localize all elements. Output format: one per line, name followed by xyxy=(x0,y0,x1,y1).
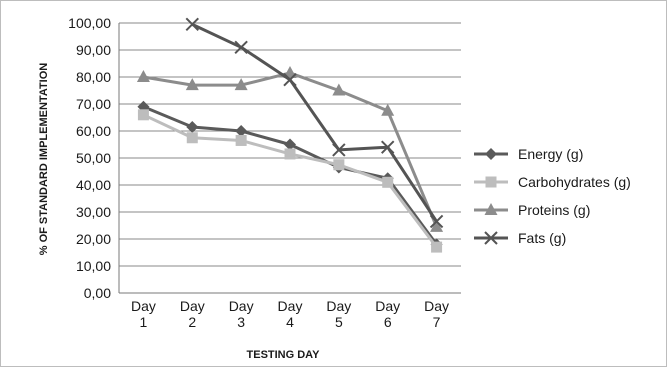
data-point xyxy=(284,148,296,160)
y-tick-label: 10,00 xyxy=(76,258,111,274)
data-point xyxy=(382,176,394,188)
x-tick-label: Day 7 xyxy=(424,298,449,330)
legend-marker xyxy=(485,176,497,188)
y-tick-label: 50,00 xyxy=(76,150,111,166)
data-point xyxy=(235,134,247,146)
axes xyxy=(118,23,461,294)
data-point xyxy=(235,125,248,137)
data-point xyxy=(186,120,199,133)
series-line xyxy=(191,22,438,223)
legend-label: Carbohydrates (g) xyxy=(518,174,631,190)
x-tick-label: Day 1 xyxy=(131,298,156,330)
data-point xyxy=(284,138,296,151)
y-tick-label: 60,00 xyxy=(76,123,111,139)
y-tick-label: 90,00 xyxy=(76,42,111,58)
y-tick-label: 70,00 xyxy=(76,96,111,112)
series-fats-g xyxy=(185,17,444,229)
data-point xyxy=(283,65,297,78)
data-point xyxy=(137,109,149,121)
y-axis-title: % OF STANDARD IMPLEMENTATION xyxy=(38,63,50,256)
legend-marker xyxy=(485,148,497,160)
data-point xyxy=(136,70,150,82)
legend-label: Proteins (g) xyxy=(518,202,590,218)
data-series xyxy=(136,17,444,253)
legend-entry: Carbohydrates (g) xyxy=(474,174,631,190)
data-point xyxy=(185,17,199,32)
legend-label: Fats (g) xyxy=(518,230,566,246)
y-tick-label: 30,00 xyxy=(76,204,111,220)
y-axis-tick-labels: 0,00 10,00 20,00 30,00 40,00 50,00 60,00 70,00 8… xyxy=(68,15,111,301)
y-tick-label: 0,00 xyxy=(84,285,111,301)
y-tick-label: 100,00 xyxy=(68,15,111,31)
data-point xyxy=(333,159,345,171)
data-point xyxy=(185,78,199,91)
y-tick-label: 20,00 xyxy=(76,231,111,247)
data-point xyxy=(430,219,444,232)
x-axis-tick-labels: Day 1 Day 2 Day 3 Day 4 Day 5 Day 6 Day 7 xyxy=(131,298,449,330)
y-tick-label: 40,00 xyxy=(76,177,111,193)
data-point xyxy=(234,78,248,91)
data-point xyxy=(429,214,444,229)
legend-label: Energy (g) xyxy=(518,146,583,162)
x-tick-label: Day 3 xyxy=(229,298,254,330)
data-point xyxy=(234,40,248,55)
legend-entry: Proteins (g) xyxy=(474,202,590,218)
data-point xyxy=(431,241,443,253)
y-tick-label: 80,00 xyxy=(76,69,111,85)
data-point xyxy=(332,143,346,157)
data-point xyxy=(332,83,346,96)
legend-marker xyxy=(484,203,498,215)
legend-marker xyxy=(484,231,498,245)
x-tick-label: Day 5 xyxy=(326,298,351,330)
legend-entry: Energy (g) xyxy=(474,146,583,162)
data-point xyxy=(381,103,395,116)
legend: Energy (g) Carbohydrates (g) Proteins (g) F… xyxy=(474,146,631,246)
legend-entry: Fats (g) xyxy=(474,230,566,246)
x-tick-label: Day 4 xyxy=(278,298,303,330)
data-point xyxy=(283,72,297,87)
data-point xyxy=(186,132,198,144)
series-proteins-g xyxy=(136,65,444,232)
series-carbohydrates-g xyxy=(137,109,443,253)
x-axis-title: TESTING DAY xyxy=(247,349,321,361)
x-tick-label: Day 6 xyxy=(375,298,400,330)
x-tick-label: Day 2 xyxy=(180,298,205,330)
series-energy-g xyxy=(137,100,443,251)
data-point xyxy=(381,140,395,154)
